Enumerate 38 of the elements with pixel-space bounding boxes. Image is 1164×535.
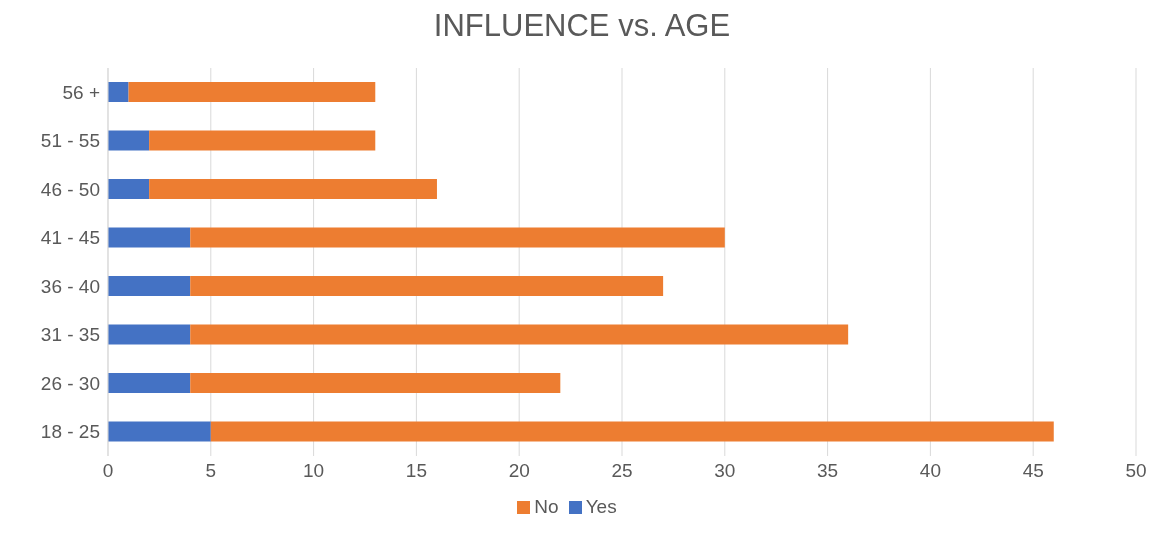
- x-tick-label: 5: [205, 460, 217, 482]
- bar: [128, 82, 376, 102]
- bar: [108, 324, 191, 345]
- y-tick-label: 26 - 30: [40, 372, 100, 394]
- y-tick-label: 36 - 40: [40, 275, 100, 297]
- y-tick-label: 56 +: [62, 81, 100, 103]
- y-tick-label: 46 - 50: [40, 178, 100, 200]
- x-tick-label: 45: [1022, 460, 1044, 482]
- bar: [108, 130, 150, 151]
- bar: [108, 421, 211, 442]
- bar: [108, 227, 191, 248]
- bar: [108, 82, 129, 102]
- x-tick-label: 35: [817, 460, 839, 482]
- bar: [190, 373, 561, 393]
- x-tick-label: 50: [1125, 460, 1147, 482]
- y-tick-label: 51 - 55: [40, 130, 100, 152]
- y-tick-label: 41 - 45: [40, 227, 100, 249]
- legend-label: Yes: [585, 496, 617, 517]
- legend-label: No: [534, 496, 559, 517]
- chart-title: INFLUENCE vs. AGE: [432, 8, 732, 45]
- bar: [210, 421, 1054, 442]
- x-tick-label: 10: [303, 460, 325, 482]
- x-tick-label: 30: [714, 460, 736, 482]
- bar: [108, 276, 191, 296]
- x-tick-label: 25: [611, 460, 633, 482]
- bar: [149, 130, 376, 151]
- y-tick-label: 18 - 25: [40, 421, 100, 443]
- bar: [108, 373, 191, 393]
- bar: [190, 324, 849, 345]
- y-tick-label: 31 - 35: [40, 324, 100, 346]
- bar: [190, 276, 664, 296]
- x-tick-label: 0: [102, 460, 114, 482]
- bar: [190, 227, 725, 248]
- bar: [149, 179, 437, 199]
- x-tick-label: 40: [919, 460, 941, 482]
- bar: [108, 179, 150, 199]
- x-tick-label: 15: [405, 460, 427, 482]
- x-tick-label: 20: [508, 460, 530, 482]
